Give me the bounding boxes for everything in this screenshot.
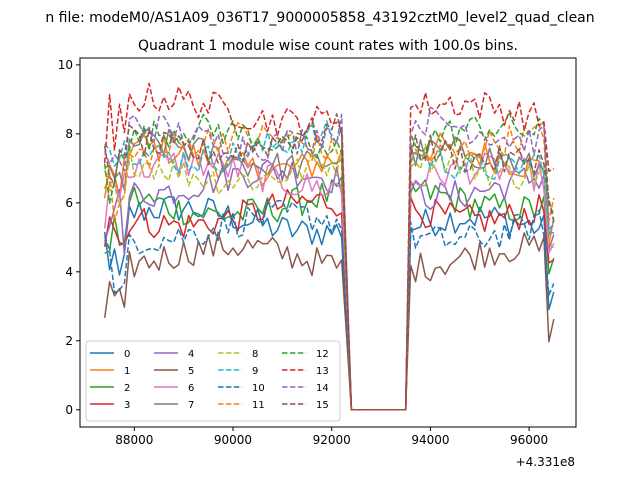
series-line-5 xyxy=(103,231,555,411)
chart-title: Quadrant 1 module wise count rates with … xyxy=(138,38,518,54)
legend-label-15: 15 xyxy=(316,400,329,411)
figure-suptitle: n file: modeM0/AS1A09_036T17_9000005858_… xyxy=(45,10,594,26)
x-tick-label: 88000 xyxy=(115,433,153,447)
series-line-10 xyxy=(103,199,555,411)
legend-label-9: 9 xyxy=(252,366,258,377)
legend-label-2: 2 xyxy=(124,383,130,394)
series-line-3 xyxy=(103,188,555,411)
x-tick-label: 92000 xyxy=(313,433,351,447)
y-tick-label: 0 xyxy=(65,403,73,417)
legend-label-7: 7 xyxy=(188,400,194,411)
legend-label-8: 8 xyxy=(252,349,258,360)
legend-label-1: 1 xyxy=(124,366,130,377)
x-tick-label: 90000 xyxy=(214,433,252,447)
legend-label-14: 14 xyxy=(316,383,329,394)
series-line-12 xyxy=(103,112,555,411)
y-tick-label: 6 xyxy=(65,196,73,210)
legend-label-0: 0 xyxy=(124,349,130,360)
x-offset-label: +4.331e8 xyxy=(516,455,575,469)
series-line-8 xyxy=(103,143,555,411)
legend-label-12: 12 xyxy=(316,349,329,360)
legend-label-10: 10 xyxy=(252,383,265,394)
legend-label-5: 5 xyxy=(188,366,194,377)
legend-box xyxy=(85,340,341,422)
y-tick-label: 4 xyxy=(65,265,73,279)
y-tick-label: 8 xyxy=(65,127,73,141)
legend-label-11: 11 xyxy=(252,400,265,411)
plot-area xyxy=(103,82,555,411)
series-line-7 xyxy=(104,128,554,411)
x-tick-label: 94000 xyxy=(411,433,449,447)
series-line-11 xyxy=(103,122,555,411)
x-tick-label: 96000 xyxy=(510,433,548,447)
y-tick-label: 10 xyxy=(58,58,73,72)
y-tick-label: 2 xyxy=(65,334,73,348)
legend-label-6: 6 xyxy=(188,383,194,394)
axes-frame xyxy=(79,57,577,428)
legend-label-13: 13 xyxy=(316,366,329,377)
legend-label-4: 4 xyxy=(188,349,194,360)
legend-label-3: 3 xyxy=(124,400,130,411)
series-line-14 xyxy=(103,106,555,411)
series-line-15 xyxy=(103,113,555,411)
series-line-9 xyxy=(104,120,555,411)
series-line-2 xyxy=(104,176,555,411)
